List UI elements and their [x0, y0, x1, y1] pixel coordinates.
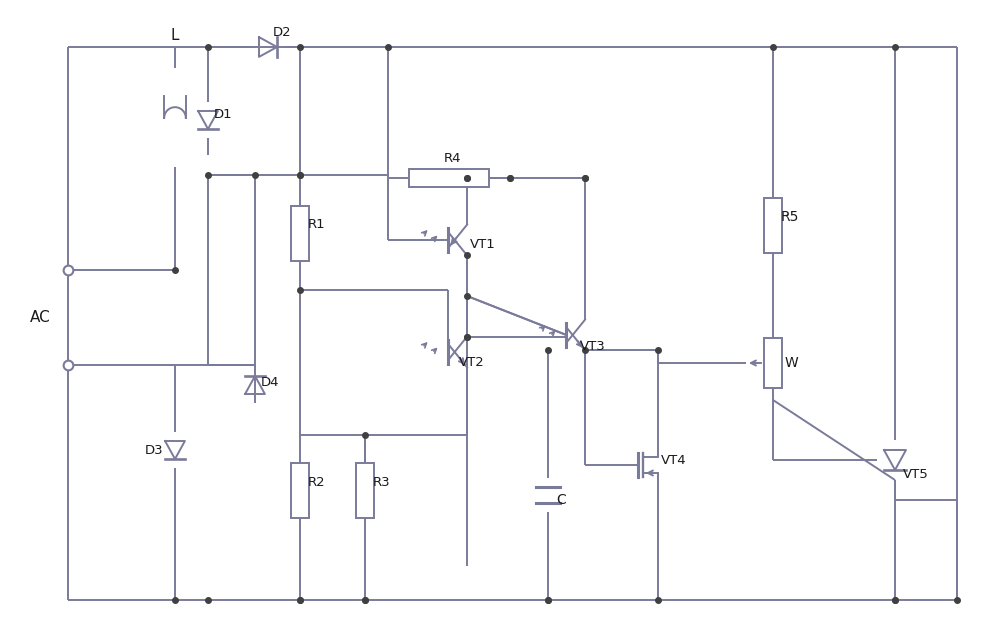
Text: C: C [556, 493, 566, 507]
Bar [356, 462, 374, 517]
Text: R4: R4 [444, 152, 462, 164]
Text: D2: D2 [273, 27, 292, 39]
Text: VT4: VT4 [661, 453, 687, 467]
Text: VT1: VT1 [470, 238, 496, 252]
Text: D3: D3 [145, 444, 164, 456]
Bar [764, 198, 782, 252]
Text: D4: D4 [261, 375, 280, 389]
Bar [291, 205, 309, 261]
Text: R5: R5 [781, 210, 799, 224]
Text: R2: R2 [308, 476, 326, 489]
Bar [291, 462, 309, 517]
Text: VT3: VT3 [580, 340, 606, 354]
Text: W: W [785, 356, 799, 370]
Text: AC: AC [30, 309, 50, 325]
Bar [409, 169, 489, 187]
Text: R1: R1 [308, 219, 326, 231]
Text: D1: D1 [214, 108, 233, 122]
Bar [764, 338, 782, 388]
Text: R3: R3 [373, 476, 391, 489]
Text: L: L [171, 27, 179, 42]
Text: VT2: VT2 [459, 356, 485, 368]
Text: VT5: VT5 [903, 469, 929, 481]
